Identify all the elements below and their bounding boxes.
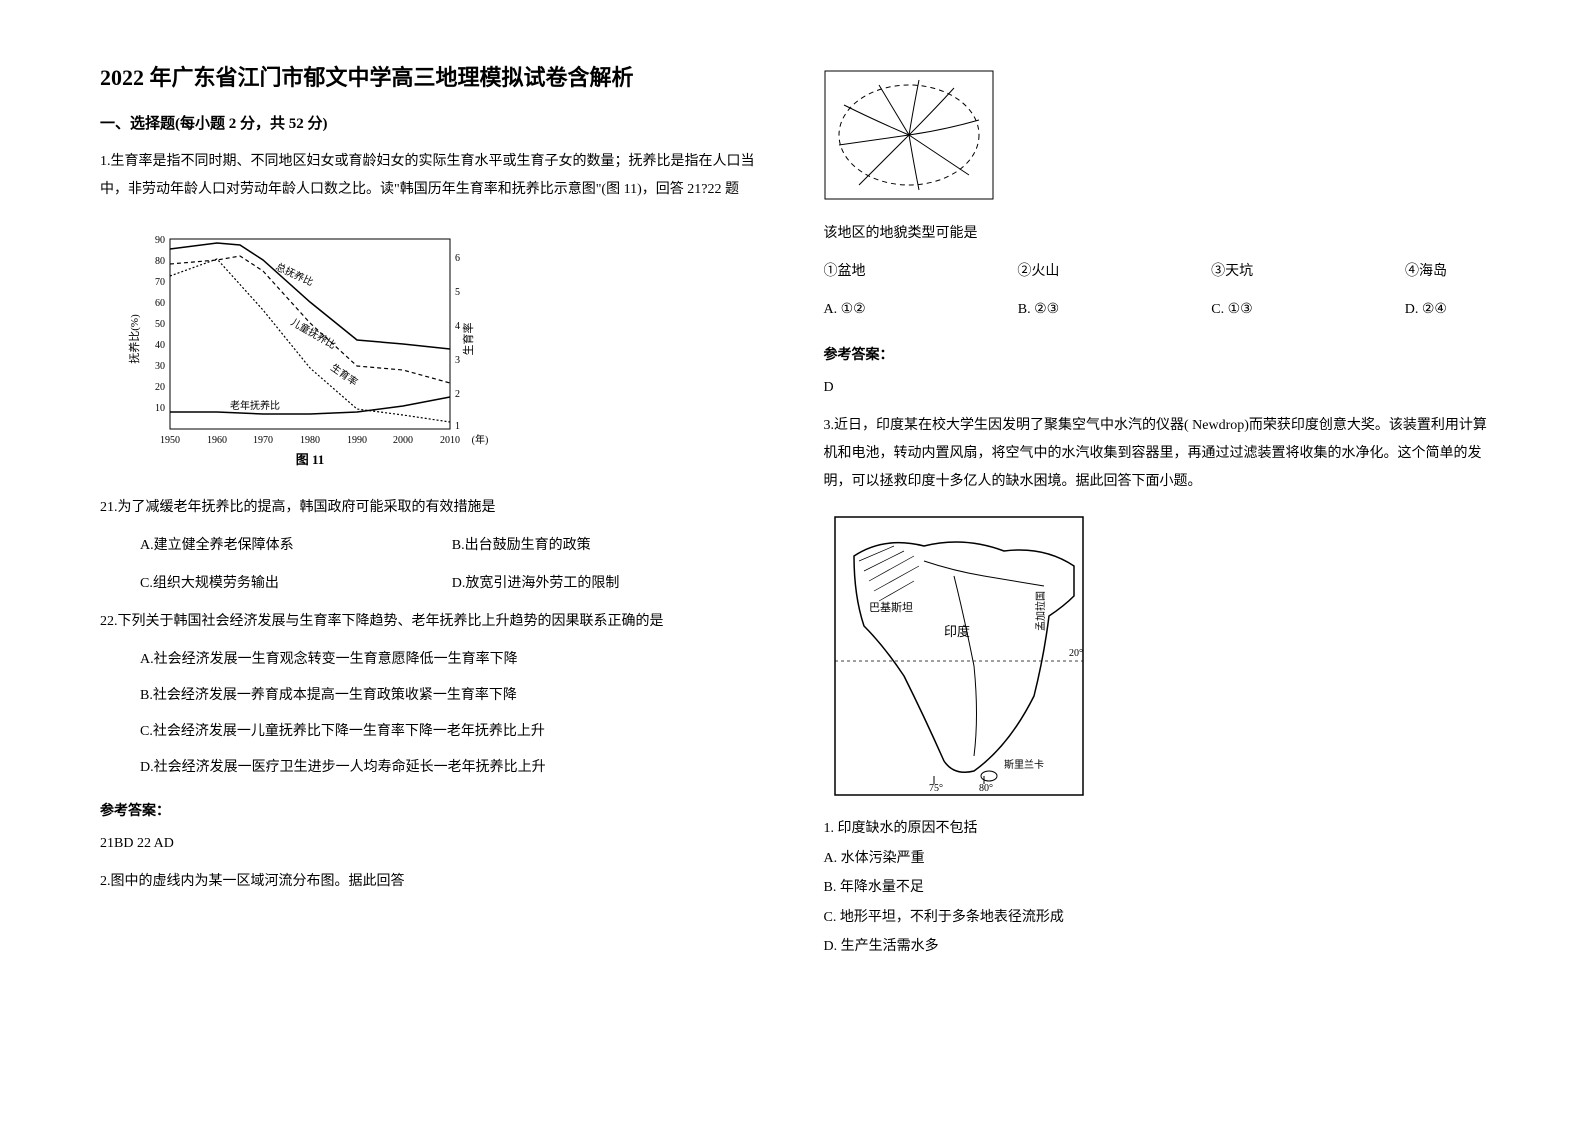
exam-title: 2022 年广东省江门市郁文中学高三地理模拟试卷含解析 xyxy=(100,60,764,92)
svg-text:70: 70 xyxy=(155,277,165,288)
q1-intro: 1.生育率是指不同时期、不同地区妇女或育龄妇女的实际生育水平或生育子女的数量；抚… xyxy=(100,148,764,204)
q1-sub22: 22.下列关于韩国社会经济发展与生育率下降趋势、老年抚养比上升趋势的因果联系正确… xyxy=(100,608,764,636)
svg-text:30: 30 xyxy=(155,361,165,372)
q3-intro: 3.近日，印度某在校大学生因发明了聚集空气中水汽的仪器( Newdrop)而荣获… xyxy=(824,412,1488,496)
svg-text:1950: 1950 xyxy=(160,435,180,446)
landform-cC: C. ①③ xyxy=(1211,296,1252,324)
q1-sub22-optA: A.社会经济发展一生育观念转变一生育意愿降低一生育率下降 xyxy=(140,646,764,674)
svg-text:(年): (年) xyxy=(472,433,489,446)
svg-text:20: 20 xyxy=(155,382,165,393)
svg-text:20°: 20° xyxy=(1069,648,1083,659)
svg-text:3: 3 xyxy=(455,355,460,366)
svg-text:90: 90 xyxy=(155,235,165,246)
left-column: 2022 年广东省江门市郁文中学高三地理模拟试卷含解析 一、选择题(每小题 2 … xyxy=(100,60,764,1062)
svg-text:老年抚养比: 老年抚养比 xyxy=(230,399,280,412)
q1-sub21-optB: B.出台鼓励生育的政策 xyxy=(452,532,764,560)
q1-sub21: 21.为了减缓老年抚养比的提高，韩国政府可能采取的有效措施是 xyxy=(100,494,764,522)
q1-answer-header: 参考答案： xyxy=(100,800,764,820)
q1-sub21-options-row2: C.组织大规模劳务输出 D.放宽引进海外劳工的限制 xyxy=(140,570,764,598)
svg-text:图 11: 图 11 xyxy=(296,452,325,467)
landform-opt3: ③天坑 xyxy=(1211,258,1253,286)
q1-sub21-options-row1: A.建立健全养老保障体系 B.出台鼓励生育的政策 xyxy=(140,532,764,560)
svg-text:5: 5 xyxy=(455,287,460,298)
svg-text:2000: 2000 xyxy=(393,435,413,446)
svg-text:6: 6 xyxy=(455,253,460,264)
q3-sub1: 1. 印度缺水的原因不包括 A. 水体污染严重 B. 年降水量不足 C. 地形平… xyxy=(824,816,1488,964)
svg-text:生育率: 生育率 xyxy=(461,323,475,356)
q1-sub22-optC: C.社会经济发展一儿童抚养比下降一生育率下降一老年抚养比上升 xyxy=(140,718,764,746)
svg-text:1990: 1990 xyxy=(347,435,367,446)
label-india: 印度 xyxy=(944,624,970,639)
q3-sub1-optB: B. 年降水量不足 xyxy=(824,875,1488,902)
q1-sub21-optD: D.放宽引进海外劳工的限制 xyxy=(452,570,764,598)
q3-sub1-text: 1. 印度缺水的原因不包括 xyxy=(824,816,1488,843)
landform-opt1: ①盆地 xyxy=(824,258,866,286)
landform-opt2: ②火山 xyxy=(1017,258,1059,286)
label-srilanka: 斯里兰卡 xyxy=(1004,758,1044,771)
svg-text:50: 50 xyxy=(155,319,165,330)
landform-cA: A. ①② xyxy=(824,296,866,324)
svg-text:1: 1 xyxy=(455,421,460,432)
landform-prompt: 该地区的地貌类型可能是 xyxy=(824,220,1488,248)
svg-text:1980: 1980 xyxy=(300,435,320,446)
q3-sub1-optA: A. 水体污染严重 xyxy=(824,846,1488,873)
svg-text:1970: 1970 xyxy=(253,435,273,446)
landform-choice-options: A. ①② B. ②③ C. ①③ D. ②④ xyxy=(824,296,1488,324)
q1-answer: 21BD 22 AD xyxy=(100,830,764,858)
q2-intro: 2.图中的虚线内为某一区域河流分布图。据此回答 xyxy=(100,868,764,896)
india-map: 20° 巴基斯坦 印度 孟加拉国 斯里兰卡 75° 80° xyxy=(824,516,1488,801)
q1-sub22-optD: D.社会经济发展一医疗卫生进步一人均寿命延长一老年抚养比上升 xyxy=(140,754,764,782)
landform-cD: D. ②④ xyxy=(1405,296,1447,324)
svg-text:40: 40 xyxy=(155,340,165,351)
svg-text:4: 4 xyxy=(455,321,460,332)
landform-opt4: ④海岛 xyxy=(1405,258,1447,286)
svg-text:10: 10 xyxy=(155,403,165,414)
q1-sub21-optC: C.组织大规模劳务输出 xyxy=(140,570,452,598)
right-column: 该地区的地貌类型可能是 ①盆地 ②火山 ③天坑 ④海岛 A. ①② B. ②③ … xyxy=(824,60,1488,1062)
svg-text:60: 60 xyxy=(155,298,165,309)
svg-text:1960: 1960 xyxy=(207,435,227,446)
landform-type-options: ①盆地 ②火山 ③天坑 ④海岛 xyxy=(824,258,1488,286)
label-bangladesh: 孟加拉国 xyxy=(1034,591,1047,631)
label-pakistan: 巴基斯坦 xyxy=(869,600,913,614)
landform-answer-header: 参考答案： xyxy=(824,344,1488,364)
svg-text:抚养比(%): 抚养比(%) xyxy=(127,314,141,364)
section-header: 一、选择题(每小题 2 分，共 52 分) xyxy=(100,112,764,133)
svg-text:80°: 80° xyxy=(979,783,993,794)
landform-answer: D xyxy=(824,374,1488,402)
q3-sub1-optC: C. 地形平坦，不利于多条地表径流形成 xyxy=(824,905,1488,932)
q1-sub22-optB: B.社会经济发展一养育成本提高一生育政策收紧一生育率下降 xyxy=(140,682,764,710)
svg-text:80: 80 xyxy=(155,256,165,267)
landform-map xyxy=(824,70,1488,205)
q3-sub1-optD: D. 生产生活需水多 xyxy=(824,934,1488,961)
svg-text:2: 2 xyxy=(455,389,460,400)
fertility-chart: 90 80 70 60 50 40 30 20 10 6 5 4 3 2 1 抚… xyxy=(120,229,764,479)
landform-cB: B. ②③ xyxy=(1018,296,1059,324)
svg-text:2010: 2010 xyxy=(440,435,460,446)
q1-sub21-optA: A.建立健全养老保障体系 xyxy=(140,532,452,560)
svg-text:75°: 75° xyxy=(929,783,943,794)
